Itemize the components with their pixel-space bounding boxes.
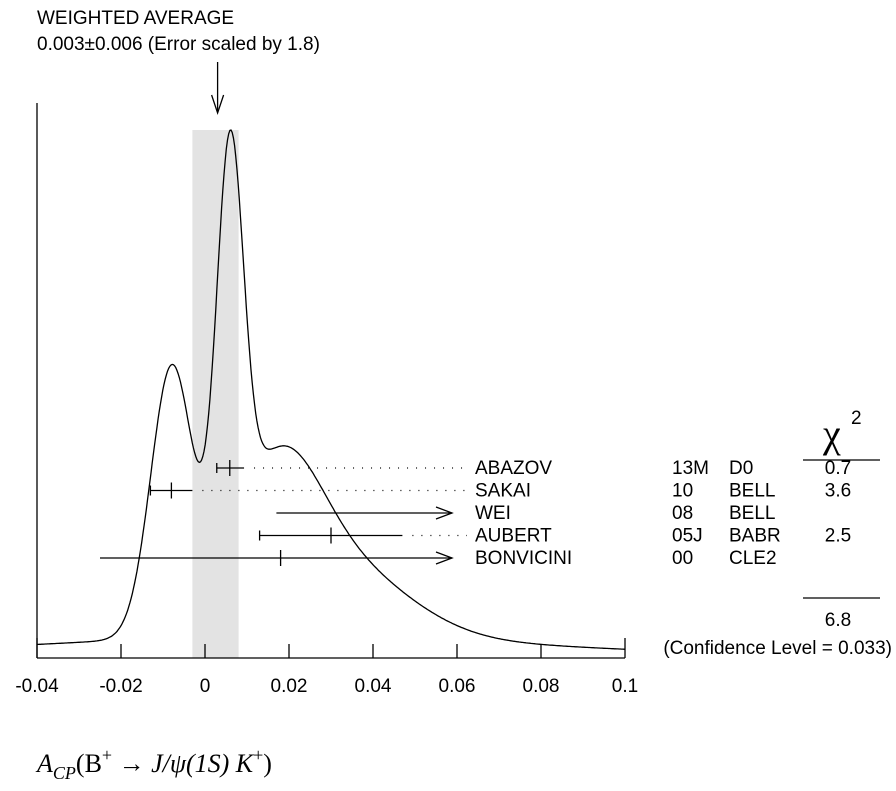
x-title-sup: + (102, 745, 112, 765)
row-year: 13M (672, 458, 709, 479)
x-tick-label: 0.06 (439, 676, 476, 697)
row-chi2: 0.7 (825, 458, 851, 479)
x-title-sup2: + (253, 745, 263, 765)
ideogram-curve (37, 129, 626, 650)
row-year: 08 (672, 503, 693, 524)
measurement-row-abazov: ABAZOV 13M D0 0.7 (216, 458, 851, 479)
row-author: SAKAI (475, 481, 531, 502)
chi2-total: 6.8 (825, 610, 851, 631)
x-tick-label: 0.08 (523, 676, 560, 697)
x-tick-label: 0.02 (271, 676, 308, 697)
confidence-level: (Confidence Level = 0.033) (663, 638, 892, 659)
row-experiment: D0 (729, 458, 753, 479)
title-line-1: WEIGHTED AVERAGE (37, 8, 234, 29)
row-year: 10 (672, 481, 693, 502)
x-title-close: ) (263, 749, 272, 778)
row-author: ABAZOV (475, 458, 552, 479)
x-title-open: (B (76, 749, 102, 778)
x-axis-title: ACP(B+ → J/ψ(1S) K+) (35, 745, 272, 783)
row-experiment: BELL (729, 503, 775, 524)
row-experiment: CLE2 (729, 548, 777, 569)
x-axis: -0.04 -0.02 0 0.02 0.04 0.06 0.08 0.1 (15, 638, 638, 697)
row-year: 05J (672, 526, 703, 547)
row-experiment: BABR (729, 526, 781, 547)
x-tick-label: 0.1 (612, 676, 638, 697)
average-arrow-head (210, 94, 225, 116)
measurement-row-wei: WEI 08 BELL (276, 503, 775, 524)
average-band (192, 130, 239, 658)
row-author: AUBERT (475, 526, 552, 547)
row-experiment: BELL (729, 481, 775, 502)
measurement-row-aubert: AUBERT 05J BABR 2.5 (258, 526, 851, 547)
row-author: WEI (475, 503, 511, 524)
x-tick-label: -0.04 (15, 676, 59, 697)
measurement-row-sakai: SAKAI 10 BELL 3.6 (149, 481, 851, 502)
x-tick-label: 0 (200, 676, 211, 697)
measurement-row-bonvicini: BONVICINI 00 CLE2 (100, 548, 777, 569)
x-tick-label: -0.02 (99, 676, 142, 697)
row-year: 00 (672, 548, 693, 569)
chi2-header: χ 2 (803, 408, 880, 461)
chi2-symbol: χ (822, 411, 841, 456)
error-bar-arrow (435, 506, 454, 520)
average-arrow (210, 62, 225, 116)
x-title-arrow: → (112, 749, 151, 778)
row-chi2: 2.5 (825, 526, 851, 547)
error-bar-arrow (435, 551, 454, 565)
x-title-sub: CP (53, 763, 76, 783)
chi2-power: 2 (851, 408, 862, 429)
row-author: BONVICINI (475, 548, 572, 569)
title-line-2: 0.003±0.006 (Error scaled by 1.8) (37, 34, 320, 55)
x-title-mid: J/ψ(1S) K (151, 749, 255, 778)
x-tick-label: 0.04 (355, 676, 392, 697)
row-chi2: 3.6 (825, 481, 851, 502)
x-title-prefix: A (35, 749, 53, 778)
